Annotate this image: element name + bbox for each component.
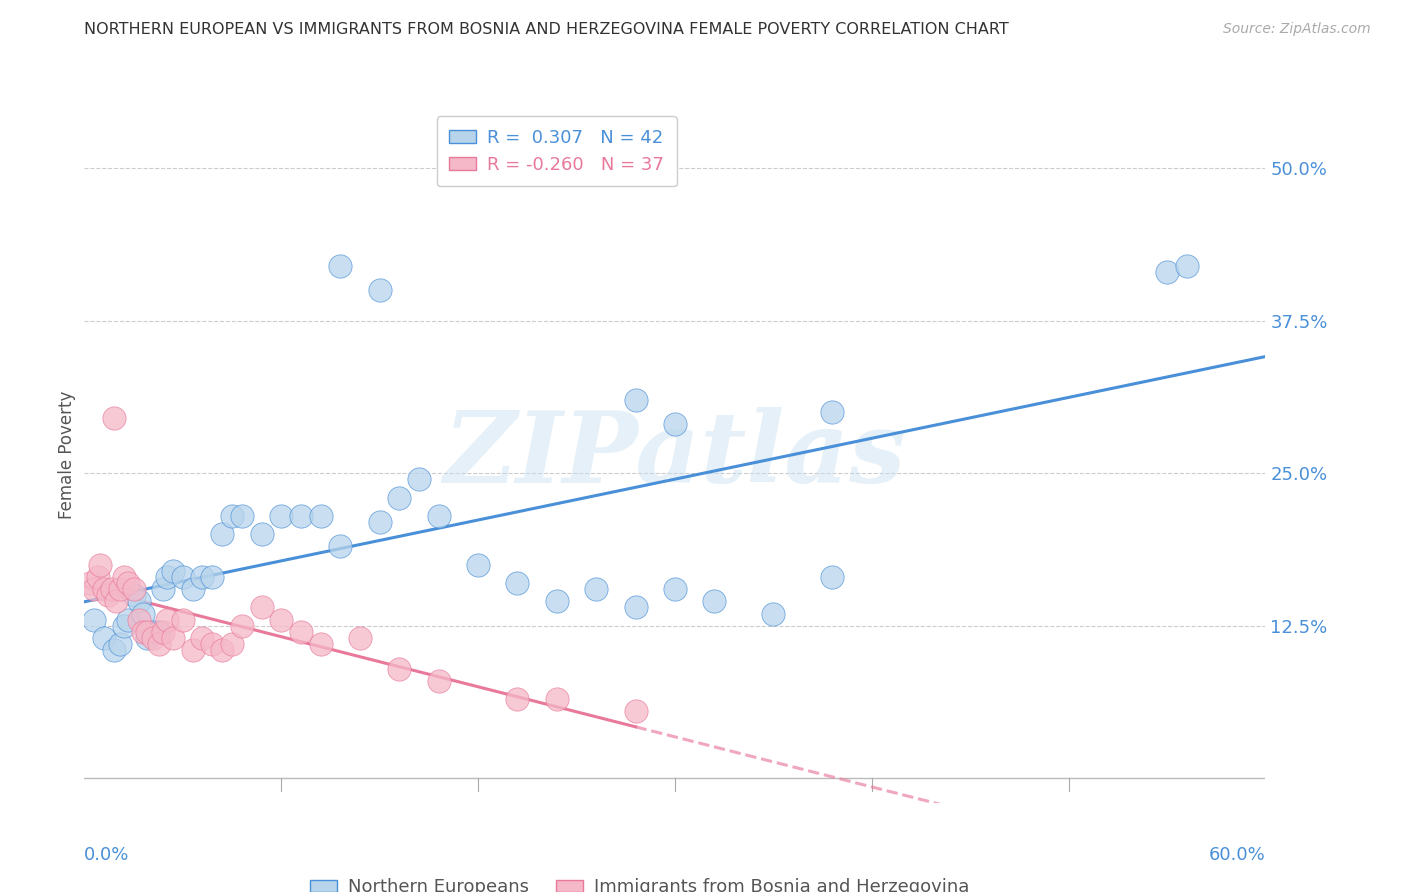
Point	[156, 613, 179, 627]
Point	[128, 594, 150, 608]
Point	[122, 582, 145, 597]
Text: NORTHERN EUROPEAN VS IMMIGRANTS FROM BOSNIA AND HERZEGOVINA FEMALE POVERTY CORRE: NORTHERN EUROPEAN VS IMMIGRANTS FROM BOS…	[84, 22, 1010, 37]
Point	[231, 619, 253, 633]
Point	[624, 704, 647, 718]
Point	[83, 582, 105, 597]
Point	[172, 570, 194, 584]
Point	[93, 631, 115, 645]
Point	[388, 661, 411, 675]
Point	[104, 594, 127, 608]
Point	[231, 508, 253, 523]
Point	[148, 624, 170, 639]
Point	[821, 570, 844, 584]
Point	[270, 613, 292, 627]
Point	[117, 613, 139, 627]
Point	[132, 624, 155, 639]
Point	[221, 637, 243, 651]
Point	[201, 570, 224, 584]
Point	[703, 594, 725, 608]
Point	[156, 570, 179, 584]
Point	[128, 613, 150, 627]
Point	[89, 558, 111, 572]
Point	[112, 570, 135, 584]
Point	[93, 582, 115, 597]
Point	[270, 508, 292, 523]
Point	[191, 631, 214, 645]
Point	[132, 607, 155, 621]
Text: 60.0%: 60.0%	[1209, 846, 1265, 863]
Point	[172, 613, 194, 627]
Point	[191, 570, 214, 584]
Text: ZIPatlas: ZIPatlas	[444, 407, 905, 503]
Point	[103, 411, 125, 425]
Point	[117, 576, 139, 591]
Point	[148, 637, 170, 651]
Point	[103, 643, 125, 657]
Point	[664, 582, 686, 597]
Point	[250, 600, 273, 615]
Text: 0.0%: 0.0%	[84, 846, 129, 863]
Point	[112, 619, 135, 633]
Point	[585, 582, 607, 597]
Point	[762, 607, 785, 621]
Point	[87, 570, 110, 584]
Point	[427, 508, 450, 523]
Point	[181, 643, 204, 657]
Point	[122, 588, 145, 602]
Point	[108, 582, 131, 597]
Point	[250, 527, 273, 541]
Point	[97, 588, 120, 602]
Point	[152, 624, 174, 639]
Point	[162, 631, 184, 645]
Text: Source: ZipAtlas.com: Source: ZipAtlas.com	[1223, 22, 1371, 37]
Point	[108, 637, 131, 651]
Point	[329, 259, 352, 273]
Point	[290, 624, 312, 639]
Point	[142, 624, 165, 639]
Point	[309, 508, 332, 523]
Point	[101, 582, 124, 597]
Point	[211, 527, 233, 541]
Point	[546, 594, 568, 608]
Point	[152, 582, 174, 597]
Point	[83, 613, 105, 627]
Point	[388, 491, 411, 505]
Point	[221, 508, 243, 523]
Point	[309, 637, 332, 651]
Point	[201, 637, 224, 651]
Point	[467, 558, 489, 572]
Point	[349, 631, 371, 645]
Point	[329, 540, 352, 554]
Point	[1175, 259, 1198, 273]
Point	[624, 600, 647, 615]
Point	[506, 576, 529, 591]
Legend: Northern Europeans, Immigrants from Bosnia and Herzegovina: Northern Europeans, Immigrants from Bosn…	[302, 871, 976, 892]
Point	[368, 515, 391, 529]
Point	[821, 405, 844, 419]
Point	[368, 283, 391, 297]
Point	[162, 564, 184, 578]
Point	[664, 417, 686, 432]
Point	[136, 631, 159, 645]
Point	[181, 582, 204, 597]
Point	[211, 643, 233, 657]
Point	[546, 692, 568, 706]
Point	[290, 508, 312, 523]
Point	[624, 392, 647, 407]
Point	[136, 624, 159, 639]
Point	[142, 631, 165, 645]
Point	[408, 472, 430, 486]
Point	[506, 692, 529, 706]
Point	[1156, 265, 1178, 279]
Y-axis label: Female Poverty: Female Poverty	[58, 391, 76, 519]
Point	[427, 673, 450, 688]
Point	[79, 576, 101, 591]
